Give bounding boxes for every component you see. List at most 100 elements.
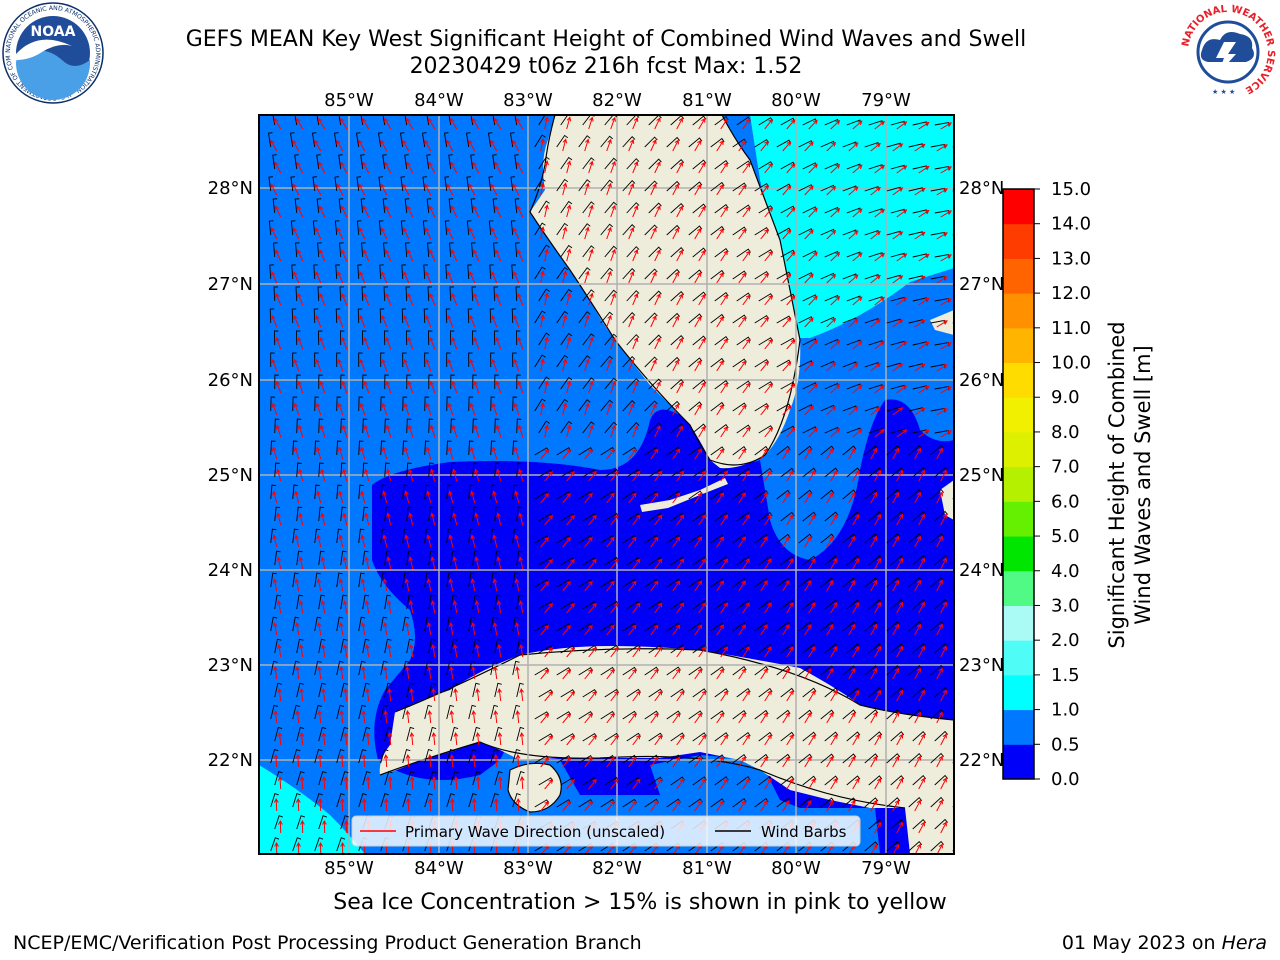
wave-direction-arrow bbox=[804, 491, 812, 504]
wave-direction-arrow bbox=[694, 271, 702, 284]
wave-direction-arrow bbox=[852, 164, 863, 174]
wave-direction-arrow bbox=[826, 799, 834, 812]
wave-direction-arrow bbox=[588, 690, 597, 702]
wind-barb bbox=[930, 319, 946, 325]
wave-direction-arrow bbox=[584, 536, 593, 548]
wind-barb bbox=[340, 594, 348, 610]
wave-direction-arrow bbox=[403, 271, 410, 284]
wind-barb bbox=[516, 506, 523, 522]
wave-direction-arrow bbox=[426, 578, 432, 592]
wind-barb bbox=[472, 374, 477, 390]
wave-direction-arrow bbox=[896, 253, 908, 262]
wave-direction-arrow bbox=[654, 470, 663, 482]
wind-barb bbox=[424, 528, 431, 544]
wave-direction-arrow bbox=[804, 711, 812, 724]
wave-direction-arrow bbox=[294, 534, 300, 548]
wave-direction-arrow bbox=[698, 690, 707, 702]
wind-barb bbox=[428, 638, 436, 654]
wave-direction-arrow bbox=[606, 314, 612, 328]
wind-barb bbox=[644, 180, 658, 192]
wind-barb bbox=[468, 440, 474, 456]
wave-direction-arrow bbox=[786, 601, 794, 614]
wave-direction-arrow bbox=[408, 556, 414, 570]
wave-direction-arrow bbox=[491, 402, 498, 416]
wave-direction-arrow bbox=[760, 712, 768, 724]
wind-barb bbox=[268, 176, 273, 192]
wind-barb bbox=[269, 264, 274, 280]
wave-direction-arrow bbox=[918, 733, 925, 746]
wind-barb bbox=[648, 202, 662, 214]
wave-direction-arrow bbox=[446, 183, 454, 196]
wave-direction-arrow bbox=[632, 336, 639, 350]
wave-direction-arrow bbox=[450, 249, 458, 262]
wave-direction-arrow bbox=[848, 623, 856, 636]
wave-direction-arrow bbox=[940, 254, 952, 262]
lon-label-bottom: 85°W bbox=[324, 858, 374, 879]
wind-barb bbox=[296, 418, 302, 434]
wave-direction-arrow bbox=[384, 205, 392, 218]
wave-direction-arrow bbox=[852, 469, 860, 482]
wind-barb bbox=[422, 220, 428, 236]
colorbar-segment bbox=[1003, 397, 1034, 433]
wave-direction-arrow bbox=[293, 358, 300, 372]
wind-barb bbox=[317, 242, 322, 258]
lon-label-bottom: 81°W bbox=[682, 858, 732, 879]
wave-direction-arrow bbox=[339, 797, 345, 812]
wave-direction-arrow bbox=[425, 271, 432, 284]
wind-barb bbox=[424, 572, 431, 588]
wave-direction-arrow bbox=[513, 358, 520, 372]
wave-direction-arrow bbox=[826, 273, 837, 284]
wind-barb bbox=[318, 418, 324, 434]
wind-barb bbox=[538, 115, 550, 126]
wave-direction-arrow bbox=[892, 799, 900, 812]
wind-barb bbox=[490, 528, 497, 544]
wave-direction-arrow bbox=[275, 380, 282, 394]
wave-direction-arrow bbox=[676, 205, 683, 218]
wind-barb bbox=[538, 288, 550, 302]
wind-barb bbox=[648, 158, 662, 170]
wind-barb bbox=[428, 770, 437, 786]
wave-direction-arrow bbox=[826, 447, 834, 460]
wave-direction-arrow bbox=[606, 492, 615, 504]
wave-direction-arrow bbox=[452, 512, 458, 526]
wind-barb bbox=[512, 572, 519, 588]
wind-barb bbox=[957, 511, 970, 521]
wind-barb bbox=[912, 253, 928, 258]
wave-direction-arrow bbox=[343, 688, 348, 702]
wave-direction-arrow bbox=[296, 161, 304, 174]
wind-barb bbox=[516, 550, 523, 566]
wave-direction-arrow bbox=[336, 139, 344, 152]
wave-direction-arrow bbox=[698, 470, 707, 482]
wave-direction-arrow bbox=[606, 138, 612, 152]
wave-direction-arrow bbox=[918, 469, 925, 482]
wave-direction-arrow bbox=[493, 666, 498, 680]
wind-barb bbox=[318, 506, 325, 522]
wind-barb bbox=[404, 198, 410, 214]
wave-direction-arrow bbox=[786, 645, 794, 658]
wave-direction-arrow bbox=[317, 797, 323, 812]
graticule bbox=[259, 115, 954, 854]
wave-direction-arrow bbox=[963, 514, 969, 525]
wave-direction-arrow bbox=[273, 666, 278, 680]
wind-barb bbox=[890, 252, 906, 258]
wave-direction-arrow bbox=[804, 185, 814, 196]
wave-direction-arrow bbox=[566, 646, 575, 658]
wave-direction-arrow bbox=[315, 358, 322, 372]
wave-direction-arrow bbox=[496, 600, 502, 614]
wind-barb bbox=[292, 352, 297, 368]
wave-direction-arrow bbox=[959, 321, 970, 327]
wind-barb bbox=[270, 660, 278, 676]
wave-direction-arrow bbox=[385, 292, 392, 306]
wind-barb bbox=[908, 187, 924, 192]
wave-direction-arrow bbox=[430, 512, 436, 526]
colorbar-segment bbox=[1003, 674, 1034, 711]
wave-direction-arrow bbox=[848, 491, 856, 504]
wave-direction-arrow bbox=[830, 513, 838, 526]
wave-direction-arrow bbox=[270, 139, 278, 152]
wave-direction-arrow bbox=[610, 248, 616, 262]
wave-direction-arrow bbox=[870, 623, 878, 636]
wave-direction-arrow bbox=[359, 358, 366, 372]
wave-direction-arrow bbox=[786, 295, 796, 306]
wave-direction-arrow bbox=[494, 249, 502, 262]
wind-barb bbox=[314, 704, 323, 720]
